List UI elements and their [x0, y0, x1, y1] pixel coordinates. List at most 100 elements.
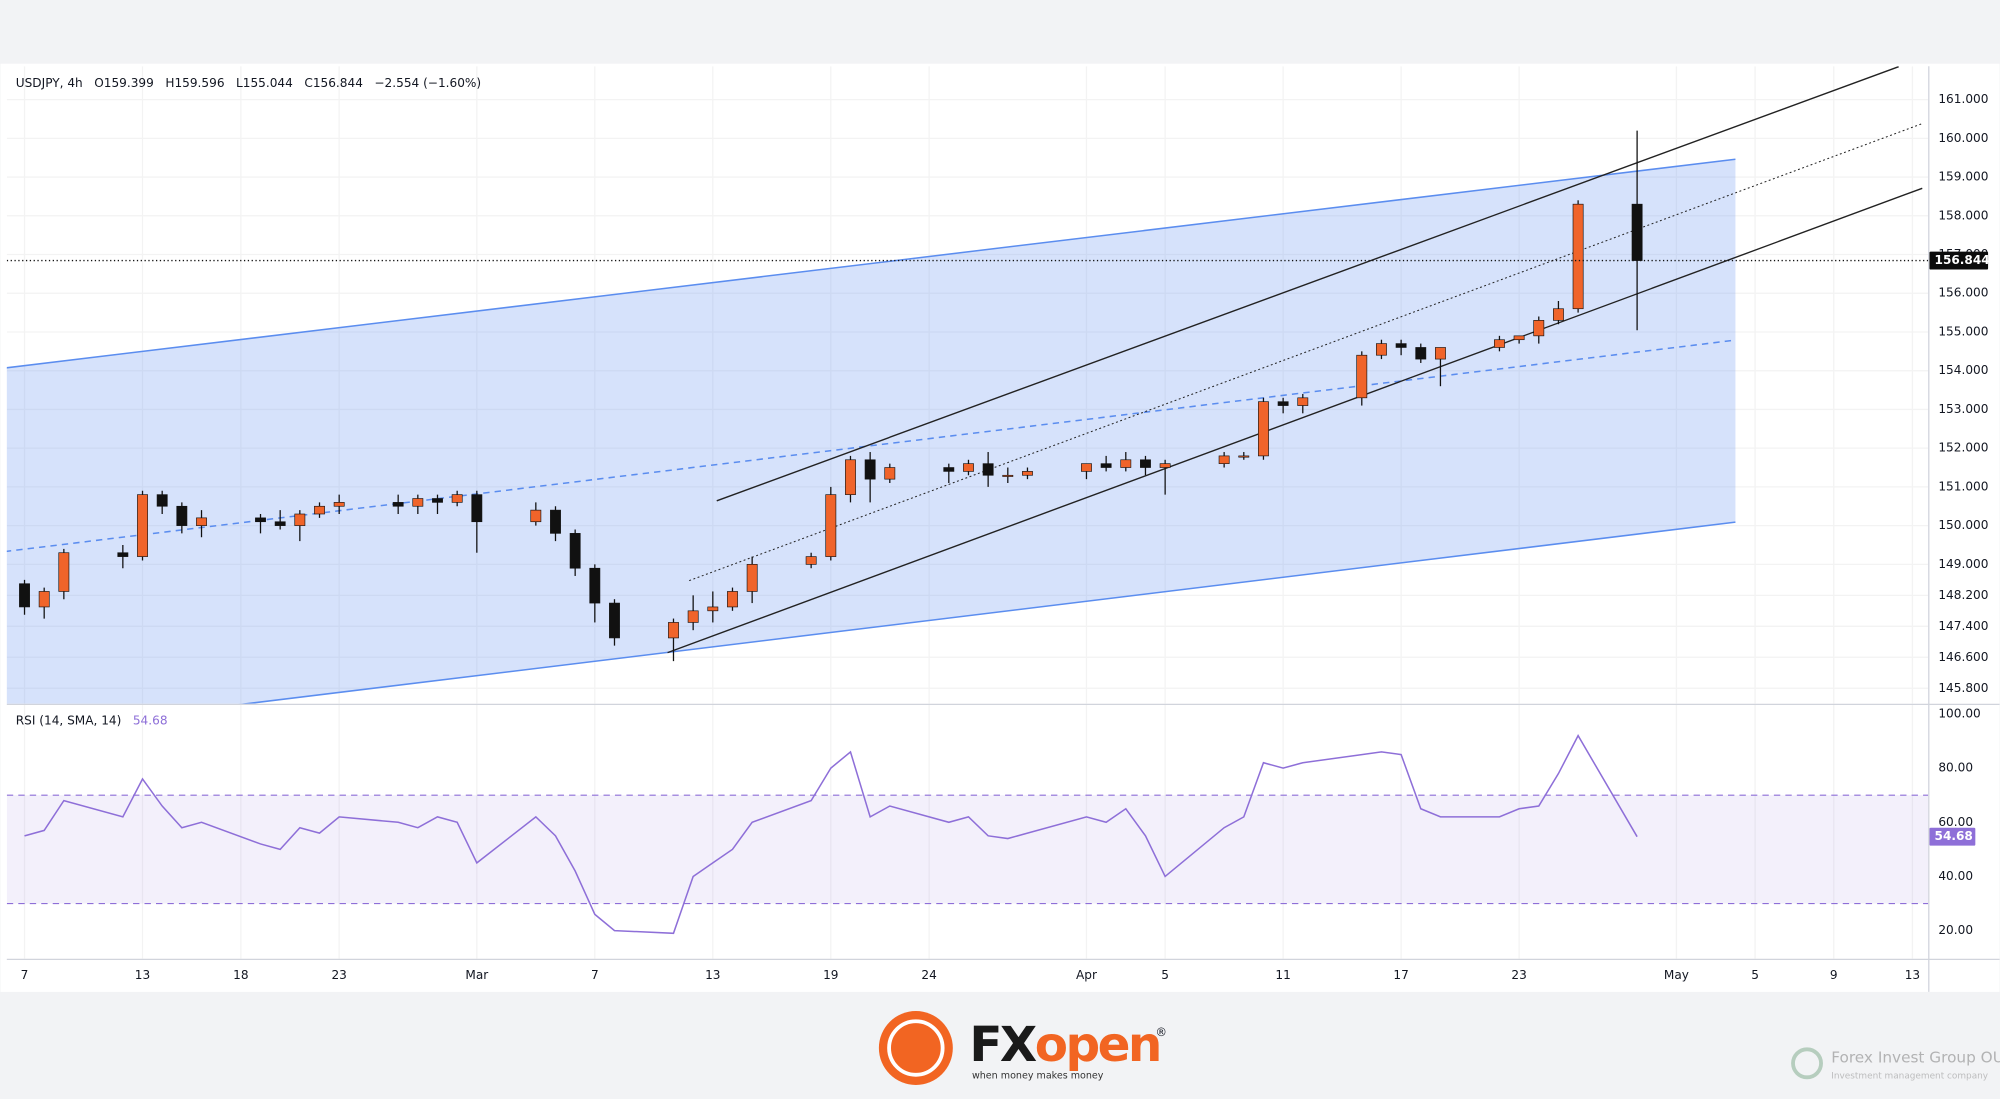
y-tick-label: 155.000 [1938, 324, 1988, 338]
y-tick-label: 158.000 [1938, 208, 1988, 222]
x-tick-label: 23 [331, 968, 346, 982]
rsi-current: 54.68 [133, 713, 168, 727]
y-tick-label: 146.600 [1938, 650, 1988, 664]
rsi-line [24, 734, 1638, 935]
y-tick-label: 148.200 [1938, 588, 1988, 602]
ohlc-close: C156.844 [304, 75, 363, 89]
rsi-value-label: 54.68 [1935, 829, 1973, 843]
candle-body [668, 622, 679, 639]
logo-fx: FX [969, 1017, 1037, 1073]
x-tick-label: 5 [1161, 968, 1169, 982]
candle-body [1572, 203, 1584, 310]
last-price-label: 156.844 [1935, 253, 1990, 267]
candle-body [727, 591, 738, 608]
trend-line [689, 123, 1923, 582]
x-tick-label: 5 [1751, 968, 1759, 982]
candle-body [1140, 459, 1151, 468]
y-tick-label: 154.000 [1938, 363, 1988, 377]
x-tick-label: 23 [1511, 968, 1526, 982]
candle-body [333, 502, 345, 507]
candle-body [1277, 401, 1289, 406]
candle-body [314, 505, 325, 515]
regression-fill [6, 159, 1736, 704]
candle-body [196, 517, 207, 526]
candle-body [943, 467, 955, 472]
y-tick-label: 147.400 [1938, 619, 1988, 633]
candle-body [412, 498, 424, 507]
rsi-legend: RSI (14, SMA, 14) 54.68 [16, 713, 168, 727]
ohlc-change: −2.554 (−1.60%) [374, 75, 481, 89]
axes: 7 13 18 23 Mar 7 13 19 24 Apr 5 11 17 23 May 5 9 13 161.00… [21, 92, 1990, 982]
candle-body [746, 564, 758, 592]
x-tick-label: 17 [1393, 968, 1408, 982]
watermark-tagline: Investment management company [1831, 1072, 1988, 1082]
trend-line [716, 66, 1899, 502]
candle-body [1081, 463, 1092, 472]
price-plot [6, 66, 1929, 704]
candle-body [805, 556, 817, 565]
y-tick-label: 149.000 [1938, 557, 1988, 571]
candle-body [1022, 471, 1033, 476]
x-tick-label: 7 [591, 968, 599, 982]
x-tick-label: 18 [233, 968, 248, 982]
regression-lower [239, 521, 1736, 704]
candle-body [589, 567, 601, 604]
regression-middle [6, 339, 1736, 553]
candle-body [451, 494, 463, 503]
x-tick-label: 13 [135, 968, 150, 982]
candle-body [137, 494, 148, 557]
regression-upper [6, 158, 1736, 369]
candle-body [1356, 354, 1368, 399]
x-tick-label: Apr [1076, 968, 1097, 982]
y-tick-label: 80.00 [1938, 761, 1973, 775]
y-tick-label: 153.000 [1938, 402, 1988, 416]
candle-body [1120, 459, 1132, 468]
candle-body [1631, 203, 1643, 261]
candle-body [294, 513, 306, 526]
candle-body [845, 459, 856, 495]
y-tick-label: 152.000 [1938, 441, 1988, 455]
candle-body [1533, 320, 1545, 337]
ohlc-high: H159.596 [165, 75, 224, 89]
y-tick-label: 159.000 [1938, 170, 1988, 184]
y-tick-label: 160.000 [1938, 131, 1988, 145]
trend-line [667, 187, 1923, 654]
candle-body [1494, 339, 1505, 348]
candle-body [825, 494, 837, 557]
candle-body [1553, 308, 1564, 321]
logo-emblem-ring [887, 1019, 945, 1077]
rsi-value-box [1929, 827, 1976, 846]
candle-body [156, 494, 168, 507]
candle-body [19, 583, 30, 608]
y-tick-label: 151.000 [1938, 479, 1988, 493]
rsi-band-fill [6, 795, 1929, 904]
y-tick-label: 145.800 [1938, 681, 1988, 695]
candle-body [1002, 474, 1014, 477]
candle-body [432, 498, 443, 503]
candle-body [117, 552, 129, 557]
candle-body [1297, 397, 1309, 406]
rsi-title: RSI (14, SMA, 14) [16, 713, 122, 727]
candle-body [392, 502, 404, 507]
candle-body [1395, 343, 1407, 348]
y-tick-label: 100.00 [1938, 706, 1980, 720]
candle-body [1376, 343, 1387, 356]
candle-body [1159, 463, 1171, 468]
x-tick-label: May [1664, 968, 1689, 982]
fxopen-logo: FXopen ® when money makes money [878, 1011, 1167, 1085]
logo-mark: ® [1156, 1025, 1167, 1039]
logo-text: FXopen [969, 1017, 1159, 1073]
candle-body [1238, 455, 1250, 458]
candle-body [609, 602, 620, 639]
last-price-box [1929, 251, 1989, 270]
x-tick-label: 13 [705, 968, 720, 982]
y-tick-label: 156.000 [1938, 286, 1988, 300]
watermark-name: Forex Invest Group OU [1831, 1049, 2000, 1067]
candle-body [176, 505, 188, 526]
y-tick-label: 161.000 [1938, 92, 1988, 106]
candle-body [58, 552, 70, 592]
y-tick-label: 60.00 [1938, 815, 1973, 829]
y-tick-label: 40.00 [1938, 869, 1973, 883]
y-tick-label: 20.00 [1938, 923, 1973, 937]
